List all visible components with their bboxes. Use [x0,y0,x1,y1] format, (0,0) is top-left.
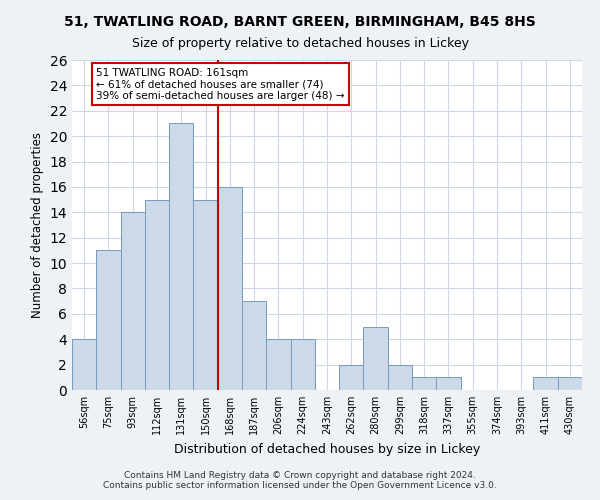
Bar [412,378,436,390]
X-axis label: Distribution of detached houses by size in Lickey: Distribution of detached houses by size … [174,442,480,456]
Bar [290,339,315,390]
Bar [558,378,582,390]
Bar [193,200,218,390]
Bar [339,364,364,390]
Text: 51 TWATLING ROAD: 161sqm
← 61% of detached houses are smaller (74)
39% of semi-d: 51 TWATLING ROAD: 161sqm ← 61% of detach… [96,68,345,101]
Bar [388,364,412,390]
Text: Size of property relative to detached houses in Lickey: Size of property relative to detached ho… [131,38,469,51]
Bar [436,378,461,390]
Text: Contains HM Land Registry data © Crown copyright and database right 2024.
Contai: Contains HM Land Registry data © Crown c… [103,470,497,490]
Bar [145,200,169,390]
Text: 51, TWATLING ROAD, BARNT GREEN, BIRMINGHAM, B45 8HS: 51, TWATLING ROAD, BARNT GREEN, BIRMINGH… [64,15,536,29]
Y-axis label: Number of detached properties: Number of detached properties [31,132,44,318]
Bar [169,124,193,390]
Bar [533,378,558,390]
Bar [72,339,96,390]
Bar [364,326,388,390]
Bar [96,250,121,390]
Bar [266,339,290,390]
Bar [121,212,145,390]
Bar [218,187,242,390]
Bar [242,301,266,390]
